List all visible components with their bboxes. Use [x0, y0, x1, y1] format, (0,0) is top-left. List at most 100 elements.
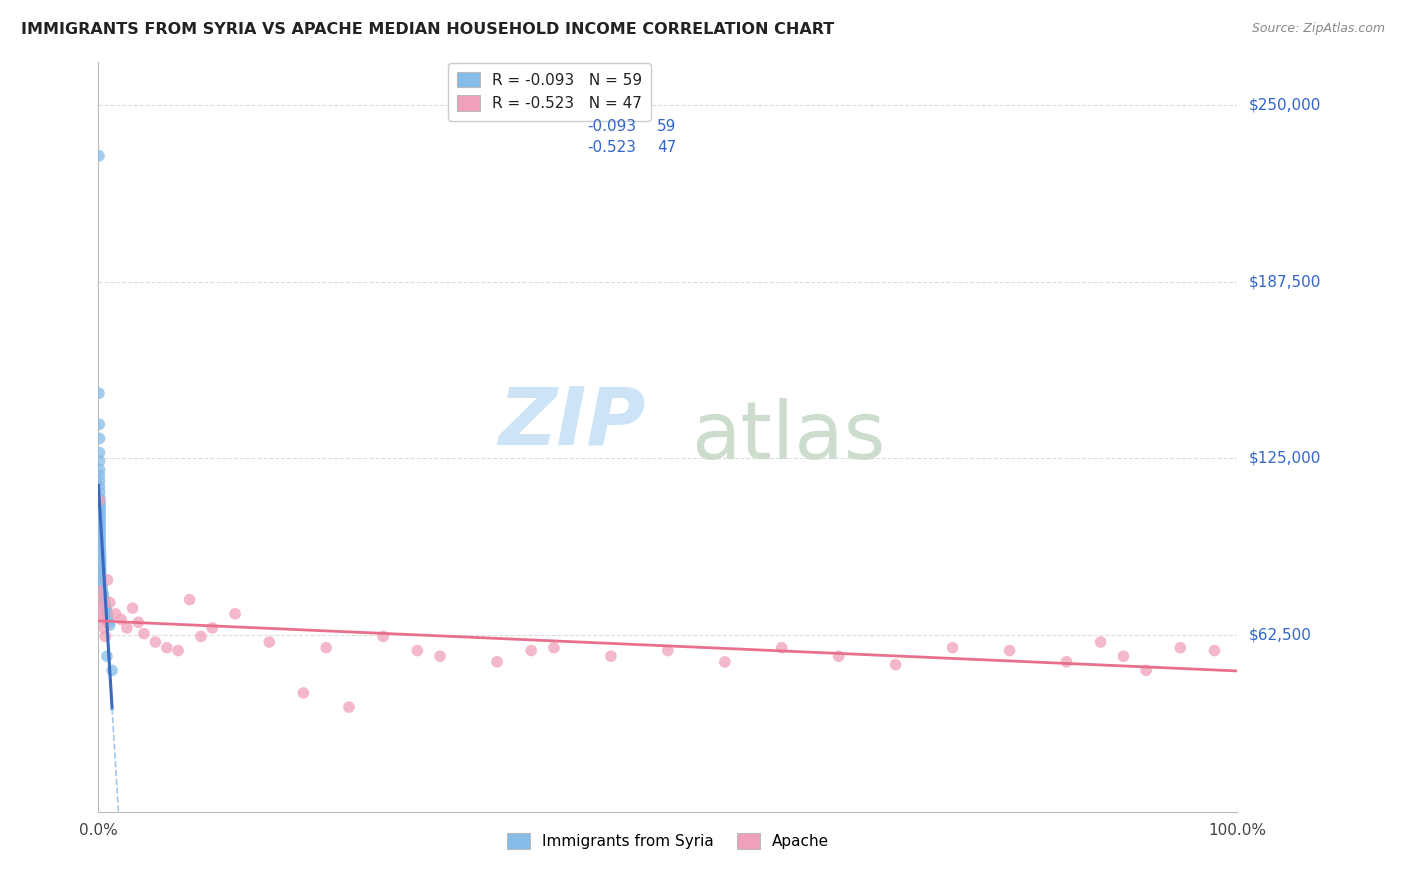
Point — [90, 607, 112, 621]
Point — [600, 649, 623, 664]
Point — [770, 640, 793, 655]
Point — [190, 629, 212, 643]
Point — [224, 607, 246, 621]
Point — [520, 643, 543, 657]
Point — [98, 618, 121, 632]
Point — [91, 584, 114, 599]
Point — [97, 612, 120, 626]
Point — [90, 575, 112, 590]
Point — [96, 573, 118, 587]
Point — [259, 635, 281, 649]
Point — [89, 500, 111, 514]
Point — [91, 612, 114, 626]
Point — [371, 629, 394, 643]
Point — [89, 508, 111, 522]
Text: 47: 47 — [657, 140, 676, 154]
Point — [1112, 649, 1135, 664]
Text: ZIP: ZIP — [498, 383, 645, 461]
Point — [87, 149, 110, 163]
Point — [90, 556, 112, 570]
Point — [89, 454, 111, 468]
Text: $250,000: $250,000 — [1249, 97, 1320, 112]
Point — [1090, 635, 1112, 649]
Point — [89, 474, 111, 488]
Point — [1170, 640, 1192, 655]
Point — [89, 510, 111, 524]
Point — [543, 640, 565, 655]
Point — [89, 445, 111, 459]
Point — [828, 649, 851, 664]
Point — [89, 491, 111, 505]
Point — [96, 607, 118, 621]
Point — [337, 700, 360, 714]
Point — [90, 582, 112, 596]
Point — [89, 544, 111, 558]
Point — [1204, 643, 1226, 657]
Point — [94, 629, 117, 643]
Point — [429, 649, 451, 664]
Point — [89, 539, 111, 553]
Point — [97, 609, 120, 624]
Point — [89, 493, 111, 508]
Point — [98, 595, 121, 609]
Point — [89, 531, 111, 545]
Point — [89, 479, 111, 493]
Point — [714, 655, 737, 669]
Point — [486, 655, 509, 669]
Point — [89, 584, 111, 599]
Point — [89, 514, 111, 528]
Point — [998, 643, 1021, 657]
Point — [89, 516, 111, 531]
Point — [115, 621, 138, 635]
Point — [93, 595, 115, 609]
Point — [89, 533, 111, 548]
Text: atlas: atlas — [690, 398, 884, 476]
Point — [91, 587, 114, 601]
Point — [96, 649, 118, 664]
Point — [1056, 655, 1078, 669]
Point — [89, 548, 111, 562]
Point — [94, 599, 117, 613]
Point — [89, 462, 111, 476]
Point — [90, 558, 112, 573]
Point — [89, 417, 111, 432]
Point — [89, 502, 111, 516]
Point — [93, 621, 115, 635]
Point — [201, 621, 224, 635]
Legend: Immigrants from Syria, Apache: Immigrants from Syria, Apache — [499, 825, 837, 856]
Point — [145, 635, 167, 649]
Point — [406, 643, 429, 657]
Point — [89, 550, 111, 565]
Text: IMMIGRANTS FROM SYRIA VS APACHE MEDIAN HOUSEHOLD INCOME CORRELATION CHART: IMMIGRANTS FROM SYRIA VS APACHE MEDIAN H… — [21, 22, 834, 37]
Point — [132, 626, 155, 640]
Point — [90, 553, 112, 567]
Point — [90, 570, 112, 584]
Point — [884, 657, 907, 672]
Point — [90, 578, 112, 592]
Point — [101, 664, 124, 678]
Text: -0.093: -0.093 — [588, 119, 637, 134]
Point — [89, 505, 111, 519]
Point — [156, 640, 179, 655]
Point — [96, 604, 118, 618]
Text: -0.523: -0.523 — [588, 140, 637, 154]
Point — [292, 686, 315, 700]
Point — [89, 541, 111, 556]
Text: $62,500: $62,500 — [1249, 627, 1312, 642]
Point — [98, 615, 121, 630]
Point — [90, 561, 112, 575]
Point — [89, 493, 111, 508]
Point — [90, 565, 112, 579]
Point — [127, 615, 149, 630]
Point — [89, 522, 111, 536]
Point — [1135, 664, 1157, 678]
Point — [93, 590, 115, 604]
Point — [87, 386, 110, 401]
Point — [315, 640, 337, 655]
Point — [90, 573, 112, 587]
Point — [121, 601, 143, 615]
Point — [110, 612, 132, 626]
Point — [104, 607, 127, 621]
Point — [89, 496, 111, 510]
Point — [942, 640, 965, 655]
